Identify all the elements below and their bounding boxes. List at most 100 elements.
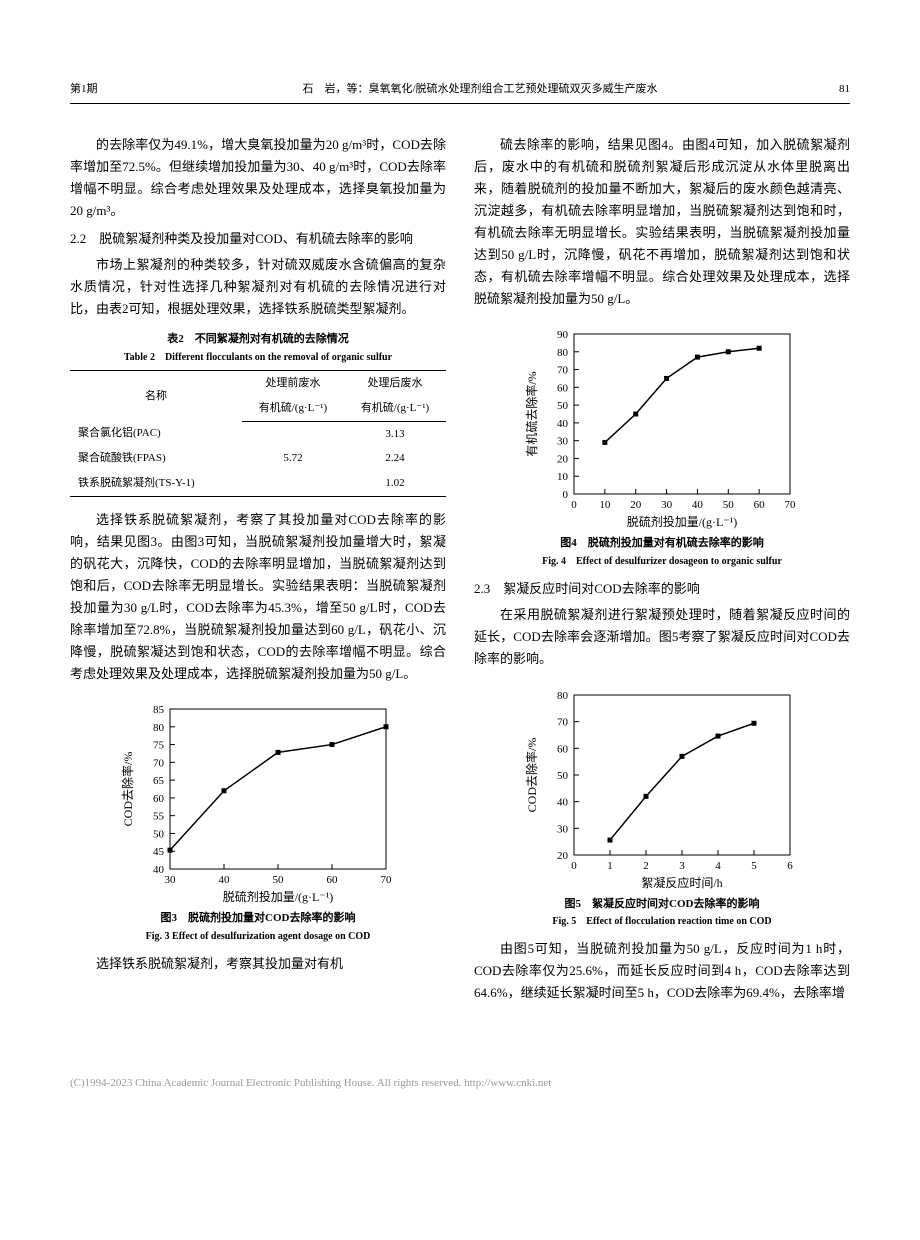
body-text: 由图5可知，当脱硫剂投加量为50 g/L，反应时间为1 h时，COD去除率仅为2… [474,938,850,1004]
svg-text:60: 60 [153,793,165,805]
table-row: 聚合硫酸铁(FPAS) 5.72 2.24 [70,446,446,471]
svg-text:70: 70 [785,499,797,511]
cell-after: 1.02 [344,471,446,496]
svg-text:10: 10 [599,499,611,511]
svg-text:0: 0 [571,860,577,872]
body-text: 硫去除率的影响，结果见图4。由图4可知，加入脱硫絮凝剂后，废水中的有机硫和脱硫剂… [474,134,850,311]
svg-text:40: 40 [557,796,569,808]
svg-text:脱硫剂投加量/(g·L⁻¹): 脱硫剂投加量/(g·L⁻¹) [627,514,738,529]
cell-after: 3.13 [344,421,446,446]
left-column: 的去除率仅为49.1%，增大臭氧投加量为20 g/m³时，COD去除率增加至72… [70,134,446,1005]
svg-text:0: 0 [563,489,569,501]
running-title: 石 岩，等：臭氧氧化/脱硫水处理剂组合工艺预处理硫双灭多威生产废水 [150,80,810,99]
svg-text:90: 90 [557,329,569,341]
svg-text:70: 70 [557,716,569,728]
cell-after: 2.24 [344,446,446,471]
cell-before: 5.72 [242,446,344,471]
th-after: 处理后废水 [344,371,446,396]
svg-text:COD去除率/%: COD去除率/% [120,752,135,827]
body-text: 选择铁系脱硫絮凝剂，考察了其投加量对COD去除率的影响，结果见图3。由图3可知，… [70,509,446,686]
th-name: 名称 [70,371,242,421]
svg-text:50: 50 [557,770,569,782]
svg-text:6: 6 [787,860,793,872]
cell-name: 铁系脱硫絮凝剂(TS-Y-1) [70,471,242,496]
svg-text:40: 40 [219,874,231,886]
page-number: 81 [810,80,850,99]
svg-text:脱硫剂投加量/(g·L⁻¹): 脱硫剂投加量/(g·L⁻¹) [223,889,334,904]
svg-text:40: 40 [557,418,569,430]
svg-text:2: 2 [643,860,649,872]
table2-caption-en: Table 2 Different flocculants on the rem… [70,349,446,366]
svg-text:60: 60 [557,743,569,755]
svg-text:80: 80 [557,690,569,702]
svg-text:50: 50 [557,401,569,413]
th-after-unit: 有机硫/(g·L⁻¹) [344,396,446,421]
table-row: 铁系脱硫絮凝剂(TS-Y-1) 1.02 [70,471,446,496]
table2: 名称 处理前废水 处理后废水 有机硫/(g·L⁻¹) 有机硫/(g·L⁻¹) 聚… [70,370,446,496]
svg-text:40: 40 [692,499,704,511]
cell-before [242,471,344,496]
svg-text:3: 3 [679,860,685,872]
fig5-caption-cn: 图5 絮凝反应时间对COD去除率的影响 [474,895,850,914]
fig4-chart: 0102030405060700102030405060708090脱硫剂投加量… [522,322,802,532]
svg-text:COD去除率/%: COD去除率/% [524,737,539,812]
figure-3: 304050607040455055606570758085脱硫剂投加量/(g·… [70,697,446,945]
fig4-caption-cn: 图4 脱硫剂投加量对有机硫去除率的影响 [474,534,850,553]
th-before-unit: 有机硫/(g·L⁻¹) [242,396,344,421]
svg-text:1: 1 [607,860,613,872]
cell-name: 聚合氯化铝(PAC) [70,421,242,446]
figure-4: 0102030405060700102030405060708090脱硫剂投加量… [474,322,850,570]
fig5-caption-en: Fig. 5 Effect of flocculation reaction t… [474,913,850,930]
svg-text:絮凝反应时间/h: 絮凝反应时间/h [641,875,722,890]
svg-text:20: 20 [630,499,642,511]
svg-text:60: 60 [327,874,339,886]
svg-text:20: 20 [557,850,569,862]
table-row: 聚合氯化铝(PAC) 3.13 [70,421,446,446]
fig3-caption-cn: 图3 脱硫剂投加量对COD去除率的影响 [70,909,446,928]
svg-text:30: 30 [165,874,177,886]
svg-text:80: 80 [557,347,569,359]
svg-text:60: 60 [754,499,766,511]
body-text: 的去除率仅为49.1%，增大臭氧投加量为20 g/m³时，COD去除率增加至72… [70,134,446,222]
body-text: 选择铁系脱硫絮凝剂，考察其投加量对有机 [70,953,446,975]
svg-text:30: 30 [661,499,673,511]
fig3-caption-en: Fig. 3 Effect of desulfurization agent d… [70,928,446,945]
svg-text:5: 5 [751,860,757,872]
page-header: 第1期 石 岩，等：臭氧氧化/脱硫水处理剂组合工艺预处理硫双灭多威生产废水 81 [70,80,850,104]
svg-text:55: 55 [153,811,165,823]
svg-text:80: 80 [153,722,165,734]
section-heading-2-2: 2.2 脱硫絮凝剂种类及投加量对COD、有机硫去除率的影响 [70,228,446,250]
th-before: 处理前废水 [242,371,344,396]
svg-text:45: 45 [153,847,165,859]
svg-text:85: 85 [153,704,165,716]
right-column: 硫去除率的影响，结果见图4。由图4可知，加入脱硫絮凝剂后，废水中的有机硫和脱硫剂… [474,134,850,1005]
svg-text:40: 40 [153,864,165,876]
body-text: 市场上絮凝剂的种类较多，针对硫双威废水含硫偏高的复杂水质情况，针对性选择几种絮凝… [70,254,446,320]
svg-text:50: 50 [273,874,285,886]
svg-text:65: 65 [153,775,165,787]
svg-text:50: 50 [723,499,735,511]
svg-text:4: 4 [715,860,721,872]
svg-text:50: 50 [153,829,165,841]
svg-text:0: 0 [571,499,577,511]
cell-before [242,421,344,446]
cell-name: 聚合硫酸铁(FPAS) [70,446,242,471]
svg-text:60: 60 [557,383,569,395]
svg-text:30: 30 [557,823,569,835]
copyright-text: (C)1994-2023 China Academic Journal Elec… [70,1077,551,1089]
fig3-chart: 304050607040455055606570758085脱硫剂投加量/(g·… [118,697,398,907]
table2-caption-cn: 表2 不同絮凝剂对有机硫的去除情况 [70,330,446,349]
svg-text:10: 10 [557,472,569,484]
section-heading-2-3: 2.3 絮凝反应时间对COD去除率的影响 [474,578,850,600]
fig4-caption-en: Fig. 4 Effect of desulfurizer dosageon t… [474,553,850,570]
svg-text:70: 70 [153,758,165,770]
svg-text:70: 70 [381,874,393,886]
body-text: 在采用脱硫絮凝剂进行絮凝预处理时，随着絮凝反应时间的延长，COD去除率会逐渐增加… [474,604,850,670]
fig5-chart: 0 1 2 3 4 5 6 20 30 40 50 60 70 80 絮凝反应时间/h COD去除率/% [522,683,802,893]
svg-text:30: 30 [557,436,569,448]
svg-text:70: 70 [557,365,569,377]
figure-5: 0 1 2 3 4 5 6 20 30 40 50 60 70 80 絮凝反应时间/h COD去除率/% 图5… [474,683,850,931]
issue-number: 第1期 [70,80,150,99]
svg-text:75: 75 [153,740,165,752]
svg-text:有机硫去除率/%: 有机硫去除率/% [524,372,539,457]
